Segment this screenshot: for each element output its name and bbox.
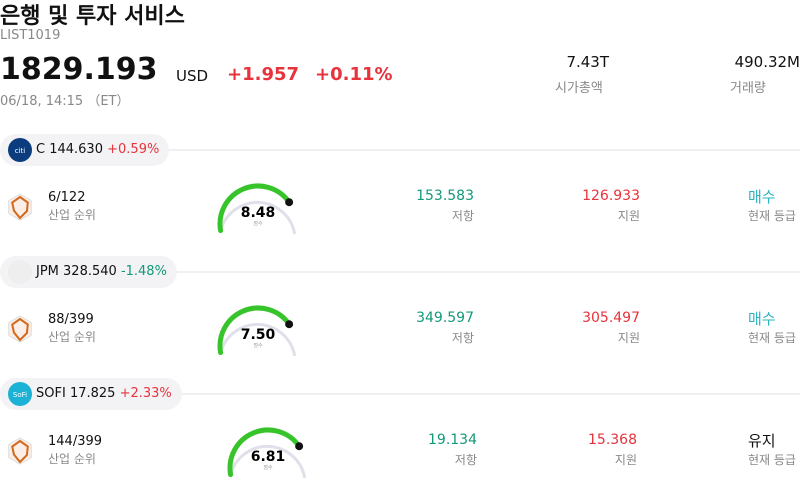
rating: 매수 xyxy=(748,310,776,328)
rank-label: 산업 순위 xyxy=(48,452,96,466)
gauge-dot xyxy=(285,198,294,207)
resistance: 153.583 xyxy=(416,188,474,204)
gauge-dot xyxy=(285,320,294,329)
ticker: JPM 328.540 -1.48% xyxy=(36,264,167,279)
rating-label: 현재 등급 xyxy=(748,331,796,345)
rank: 88/399 xyxy=(48,312,94,327)
gauge-fill xyxy=(217,305,292,356)
stat-label: 시가총액 xyxy=(555,81,603,96)
ticker-change: -1.48% xyxy=(120,264,167,279)
change: +1.957 xyxy=(227,64,300,85)
title: 은행 및 투자 서비스 xyxy=(0,4,185,29)
currency: USD xyxy=(176,67,209,85)
support-label: 지원 xyxy=(617,209,640,223)
rating-label: 현재 등급 xyxy=(748,453,796,467)
resistance-label: 저항 xyxy=(454,453,477,467)
ticker-price: 328.540 xyxy=(63,264,117,279)
score: 6.81 xyxy=(251,449,286,465)
rank: 6/122 xyxy=(48,190,86,205)
rank-label: 산업 순위 xyxy=(48,330,96,344)
rank-icon-shape xyxy=(11,317,29,342)
score-label: 점수 xyxy=(253,342,263,349)
ticker-price: 17.825 xyxy=(69,386,116,401)
gauge-track xyxy=(219,200,297,235)
gauge-track xyxy=(229,444,307,479)
resistance: 19.134 xyxy=(428,432,477,448)
support: 305.497 xyxy=(582,310,640,326)
rating-label: 현재 등급 xyxy=(748,209,796,223)
support-label: 지원 xyxy=(614,453,637,467)
price: 1829.193 xyxy=(0,52,158,87)
change-pct: +0.11% xyxy=(315,64,393,85)
resistance: 349.597 xyxy=(416,310,474,326)
time: 06/18, 14:15 （ET） xyxy=(0,94,130,109)
gauge-track xyxy=(219,322,297,357)
rating: 유지 xyxy=(748,432,776,450)
ticker: C 144.630 +0.59% xyxy=(36,142,159,157)
ticker-change: +0.59% xyxy=(107,142,160,157)
ticker-symbol: JPM xyxy=(36,264,59,279)
logo xyxy=(8,382,32,406)
rank: 144/399 xyxy=(48,434,103,449)
support-label: 지원 xyxy=(617,331,640,345)
rank-icon-shape xyxy=(11,439,29,464)
stat-label: 거래량 xyxy=(730,81,766,96)
logo xyxy=(8,138,32,162)
score: 7.50 xyxy=(241,327,276,343)
resistance-label: 저항 xyxy=(451,209,474,223)
rank-label: 산업 순위 xyxy=(48,208,96,222)
ticker-price: 144.630 xyxy=(49,142,103,157)
gauge-fill xyxy=(217,183,292,234)
ticker-change: +2.33% xyxy=(119,386,172,401)
stat-value: 7.43T xyxy=(566,53,609,71)
code: LIST1019 xyxy=(0,28,61,43)
ticker: SOFI 17.825 +2.33% xyxy=(36,386,172,401)
gauge-fill xyxy=(227,427,302,478)
ticker-pill xyxy=(0,134,169,166)
score-label: 점수 xyxy=(263,464,273,471)
resistance-label: 저항 xyxy=(451,331,474,345)
ticker-pill xyxy=(0,256,177,288)
logo xyxy=(8,260,32,284)
stat-value: 490.32M xyxy=(734,53,800,71)
logo-text: citi xyxy=(15,147,26,155)
support: 15.368 xyxy=(588,432,637,448)
ticker-symbol: C xyxy=(36,142,46,157)
ticker-pill xyxy=(0,378,182,410)
rating: 매수 xyxy=(748,188,776,206)
ticker-symbol: SOFI xyxy=(36,386,66,401)
gauge-dot xyxy=(295,442,304,451)
score-label: 점수 xyxy=(253,220,263,227)
support: 126.933 xyxy=(582,188,640,204)
score: 8.48 xyxy=(241,205,276,221)
logo-text: SoFi xyxy=(13,391,27,399)
rank-icon-shape xyxy=(11,195,29,220)
